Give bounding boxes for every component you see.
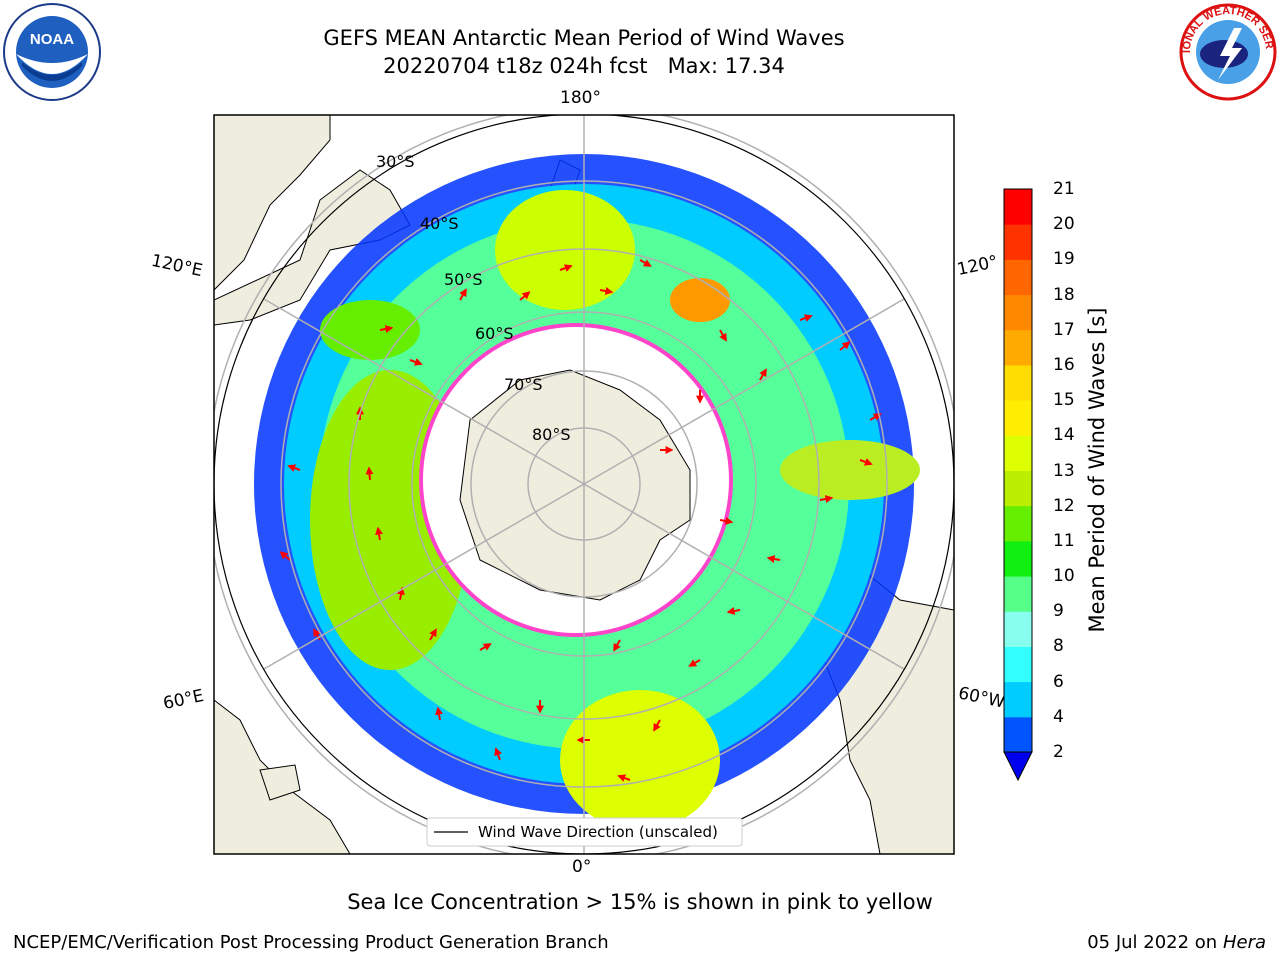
land-australia (214, 115, 331, 291)
colorbar-tick-label: 6 (1053, 671, 1064, 692)
wave-direction-arrow (719, 517, 734, 525)
lon-label-120e: 120°E (149, 250, 205, 282)
colorbar-segment (1004, 294, 1032, 331)
colorbar-tick-label: 13 (1053, 460, 1075, 481)
wave-direction-arrow (859, 458, 873, 466)
colorbar-segment (1004, 435, 1032, 471)
lon-label-180: 180° (560, 88, 601, 108)
colorbar-tick-label: 9 (1053, 601, 1064, 622)
colorbar-segment (1004, 189, 1032, 225)
lon-label-60e: 60°E (161, 685, 206, 715)
wave-direction-arrow (599, 287, 614, 295)
wave-direction-arrow (435, 706, 443, 721)
wave-direction-arrow (613, 639, 621, 652)
land-africa (214, 699, 351, 854)
wave-direction-arrow (653, 719, 661, 732)
noaa-logo-text: NOAA (30, 31, 74, 48)
wave-direction-arrow (726, 607, 741, 615)
wave-direction-arrow (617, 774, 631, 782)
colorbar-tick-label: 4 (1053, 706, 1064, 727)
map-title: GEFS MEAN Antarctic Mean Period of Wind … (323, 26, 845, 50)
colorbar-tick-label: 10 (1053, 566, 1075, 587)
wave-direction-arrow (375, 526, 383, 541)
wave-direction-arrow (279, 551, 291, 561)
footer-date-text: 05 Jul 2022 on (1087, 932, 1223, 953)
lat-label-50s: 50°S (444, 270, 483, 289)
nws-logo: NATIONAL WEATHER SERVICE (1178, 2, 1277, 101)
colorbar-segments (1004, 189, 1032, 753)
colorbar-tick-label: 15 (1053, 390, 1075, 411)
colorbar-segment (1004, 611, 1032, 647)
wave-direction-arrow (479, 643, 492, 651)
colorbar-tick-label: 11 (1053, 530, 1075, 551)
wave-direction-arrow (766, 555, 781, 563)
wave-direction-arrow (409, 358, 423, 366)
lon-label-60w: 60°W (956, 683, 1007, 713)
lon-label-0: 0° (572, 857, 592, 877)
wave-direction-arrow (313, 628, 321, 641)
colorbar-tick-label: 8 (1053, 636, 1064, 657)
wave-direction-arrow (429, 628, 437, 641)
colorbar-tick-label: 14 (1053, 425, 1075, 446)
colorbar-segment (1004, 646, 1032, 683)
colorbar-segment (1004, 576, 1032, 612)
noaa-logo: NOAA (3, 3, 101, 101)
wave-direction-arrow (839, 341, 851, 351)
polar-map: Wind Wave Direction (unscaled) (213, 114, 955, 855)
wave-direction-arrow (759, 368, 767, 381)
colorbar-label: Mean Period of Wind Waves [s] (1085, 307, 1109, 633)
colorbar-segment (1004, 716, 1032, 753)
footer-date: 05 Jul 2022 on Hera (1087, 932, 1266, 953)
colorbar-segment (1004, 329, 1032, 366)
lat-label-70s: 70°S (504, 375, 543, 394)
land-antarctica (459, 369, 691, 601)
wave-direction-arrow (287, 464, 301, 472)
wave-direction-arrow (799, 314, 813, 322)
wave-direction-arrow (559, 264, 573, 272)
colorbar-tick-label: 16 (1053, 354, 1075, 375)
wave-direction-arrow (519, 291, 531, 301)
colorbar-tick-label: 19 (1053, 249, 1075, 270)
land-madagascar (259, 764, 301, 801)
colorbar-segment (1004, 224, 1032, 260)
colorbar-tick-label: 18 (1053, 284, 1075, 305)
colorbar-tick-label: 17 (1053, 319, 1075, 340)
lat-label-40s: 40°S (420, 214, 459, 233)
colorbar-segment (1004, 259, 1032, 296)
wave-direction-arrow (819, 495, 834, 503)
colorbar-tick-label: 12 (1053, 495, 1075, 516)
lat-label-60s: 60°S (475, 324, 514, 343)
wave-direction-arrow (365, 466, 374, 481)
colorbar-segment (1004, 505, 1032, 542)
map-legend: Wind Wave Direction (unscaled) (426, 817, 743, 847)
lon-label-120w: 120° (955, 251, 1000, 281)
colorbar-under-triangle (1003, 751, 1033, 782)
colorbar-tick-label: 2 (1053, 742, 1064, 762)
wave-direction-arrow (639, 259, 652, 267)
graticule (214, 115, 954, 854)
footer-host: Hera (1222, 932, 1266, 953)
legend-label: Wind Wave Direction (unscaled) (478, 823, 718, 841)
wave-direction-arrow (719, 329, 727, 342)
colorbar-segment (1004, 681, 1032, 718)
colorbar-segment (1004, 364, 1032, 401)
sea-ice-note: Sea Ice Concentration > 15% is shown in … (347, 890, 933, 914)
colorbar-segment (1004, 400, 1032, 436)
footer-credit: NCEP/EMC/Verification Post Processing Pr… (13, 932, 609, 953)
lat-label-80s: 80°S (532, 425, 571, 444)
colorbar (1003, 188, 1033, 782)
lat-label-30s: 30°S (376, 152, 415, 171)
colorbar-tick-label: 20 (1053, 214, 1075, 235)
colorbar-segment (1004, 540, 1032, 577)
wave-direction-arrow (379, 325, 394, 333)
wave-direction-arrow (494, 747, 502, 761)
colorbar-tick-label: 21 (1053, 179, 1075, 199)
map-subtitle: 20220704 t18z 024h fcst Max: 17.34 (383, 54, 785, 78)
wave-direction-arrow (688, 659, 701, 667)
colorbar-segment (1004, 470, 1032, 507)
wave-direction-arrow (459, 288, 467, 301)
